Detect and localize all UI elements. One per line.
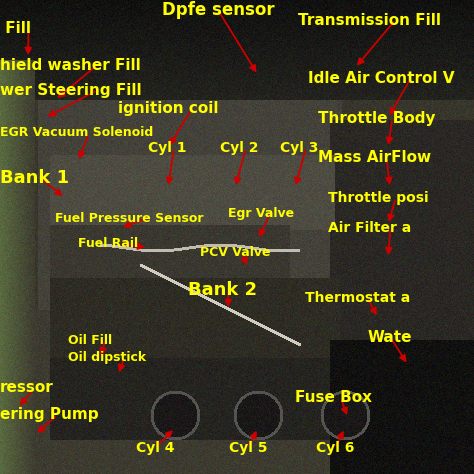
Text: Bank 2: Bank 2 <box>188 281 257 299</box>
Text: Fuel Rail: Fuel Rail <box>78 237 138 249</box>
Text: Wate: Wate <box>368 330 412 346</box>
Text: Thermostat a: Thermostat a <box>305 291 410 305</box>
Text: EGR Vacuum Solenoid: EGR Vacuum Solenoid <box>0 127 153 139</box>
Text: Dpfe sensor: Dpfe sensor <box>162 1 274 19</box>
Text: hield washer Fill: hield washer Fill <box>0 57 141 73</box>
Text: Cyl 1: Cyl 1 <box>148 141 186 155</box>
Text: wer Steering Fill: wer Steering Fill <box>0 82 142 98</box>
Text: ressor: ressor <box>0 381 54 395</box>
Text: Idle Air Control V: Idle Air Control V <box>308 71 455 85</box>
Text: Air Filter a: Air Filter a <box>328 221 411 235</box>
Text: Egr Valve: Egr Valve <box>228 207 294 219</box>
Text: Cyl 6: Cyl 6 <box>316 441 354 455</box>
Text: Cyl 2: Cyl 2 <box>220 141 258 155</box>
Text: Fill: Fill <box>0 20 31 36</box>
Text: ering Pump: ering Pump <box>0 408 99 422</box>
Text: Oil Fill: Oil Fill <box>68 334 112 346</box>
Text: Oil dipstick: Oil dipstick <box>68 352 146 365</box>
Text: Fuse Box: Fuse Box <box>295 391 372 405</box>
Text: PCV Valve: PCV Valve <box>200 246 271 259</box>
Text: Throttle Body: Throttle Body <box>318 110 436 126</box>
Text: Cyl 5: Cyl 5 <box>229 441 267 455</box>
Text: Mass AirFlow: Mass AirFlow <box>318 151 431 165</box>
Text: Transmission Fill: Transmission Fill <box>298 12 441 27</box>
Text: Fuel Pressure Sensor: Fuel Pressure Sensor <box>55 211 203 225</box>
Text: Bank 1: Bank 1 <box>0 169 69 187</box>
Text: Cyl 3: Cyl 3 <box>280 141 319 155</box>
Text: Throttle posi: Throttle posi <box>328 191 428 205</box>
Text: ignition coil: ignition coil <box>118 100 219 116</box>
Text: Cyl 4: Cyl 4 <box>136 441 174 455</box>
